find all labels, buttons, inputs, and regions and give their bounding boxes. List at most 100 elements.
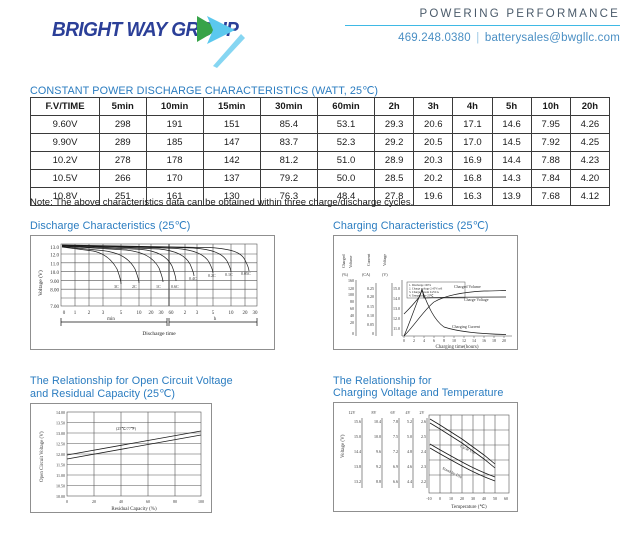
phone-number[interactable]: 469.248.0380 (398, 32, 471, 44)
table-row: 10.8V 251 161 130 76.3 48.4 27.8 19.6 16… (30, 187, 611, 206)
charging-legend-box (406, 281, 466, 299)
svg-text:10.0: 10.0 (374, 434, 381, 439)
svg-text:0.05C: 0.05C (241, 271, 251, 276)
cell: 51.0 (316, 151, 376, 170)
svg-text:8: 8 (443, 338, 445, 343)
cell: 191 (145, 115, 204, 134)
svg-text:20: 20 (149, 311, 155, 316)
cell: 4.26 (569, 115, 611, 134)
charging-x-axis-label: Charging time(hours) (435, 345, 478, 349)
cell: 161 (145, 187, 204, 206)
svg-text:12V: 12V (349, 410, 356, 415)
svg-text:12: 12 (462, 338, 466, 343)
col-5min: 5min (99, 97, 147, 116)
temp-chart-box: 12V 8V 6V 4V 2V 15.6 15.0 14.4 13.8 13.2 10.4… (333, 402, 518, 512)
svg-text:2.4: 2.4 (421, 449, 426, 454)
svg-text:20: 20 (502, 338, 506, 343)
svg-text:0: 0 (352, 331, 354, 336)
svg-text:0.6C: 0.6C (171, 284, 179, 289)
cell: 4.23 (569, 151, 611, 170)
svg-text:30: 30 (159, 311, 165, 316)
svg-text:10: 10 (229, 311, 235, 316)
email-address[interactable]: batterysales@bwgllc.com (484, 32, 620, 44)
ocv-y-ticks: 14.00 13.50 13.00 12.50 12.00 11.50 11.00 10… (56, 410, 65, 499)
charging-voltage-curve (403, 288, 507, 315)
cell: 29.2 (374, 133, 415, 152)
cell: 20.3 (413, 151, 454, 170)
col-15min: 15min (202, 97, 261, 116)
svg-text:Cycle Use: Cycle Use (460, 443, 477, 455)
cell: 4.12 (569, 187, 611, 206)
svg-text:Charged: Charged (341, 255, 346, 268)
discharge-chart-title: Discharge Characteristics (25℃) (30, 220, 191, 232)
charging-axis2-ticks: 0.25 0.20 0.15 0.10 0.05 0 (367, 286, 374, 336)
svg-text:12.0: 12.0 (393, 316, 400, 321)
svg-text:2. Charge voltage 2.45V/cell: 2. Charge voltage 2.45V/cell (409, 287, 442, 291)
svg-text:14.0: 14.0 (393, 296, 400, 301)
svg-text:Charged Volume: Charged Volume (454, 284, 481, 289)
charging-legend-text: 1. Discharge 100% 2. Charge voltage 2.45… (409, 283, 442, 298)
discharge-x-axis-label: Discharge time (142, 331, 176, 337)
ocv-chart-panel: The Relationship for Open Circuit Voltag… (30, 375, 233, 513)
discharge-curves (61, 244, 250, 285)
table-row: 9.60V 298 191 151 85.4 53.1 29.3 20.6 17… (30, 115, 611, 134)
charging-x-ticks: 0 2 4 6 8 10 12 14 16 18 20 (403, 338, 506, 343)
svg-text:8.00: 8.00 (50, 289, 59, 294)
cell: 10.5V (30, 169, 100, 188)
svg-text:2.6: 2.6 (421, 419, 426, 424)
svg-text:10.0: 10.0 (50, 271, 59, 276)
temp-scale-headers: 12V 8V 6V 4V 2V (349, 410, 425, 415)
cell: 278 (99, 151, 147, 170)
discharge-chart-panel: Discharge Characteristics (25℃) (30, 219, 275, 350)
cell: 130 (202, 187, 261, 206)
svg-text:(%): (%) (342, 272, 349, 277)
svg-text:11.00: 11.00 (56, 473, 65, 478)
charging-chart-panel: Charging Characteristics (25℃) Charged V… (333, 219, 518, 350)
cell: 14.4 (491, 151, 532, 170)
svg-text:1C: 1C (156, 284, 161, 289)
cell: 147 (202, 133, 261, 152)
svg-text:Current: Current (366, 253, 371, 266)
cell: 20.6 (413, 115, 454, 134)
table-row: 9.90V 289 185 147 83.7 52.3 29.2 20.5 17… (30, 133, 611, 152)
svg-text:8.8: 8.8 (376, 479, 381, 484)
cell: 28.9 (374, 151, 415, 170)
svg-text:13.00: 13.00 (56, 431, 65, 436)
svg-text:(CA): (CA) (362, 272, 371, 277)
svg-text:Stand by Use: Stand by Use (442, 465, 464, 479)
temp-scale-4v: 5.2 5.0 4.8 4.6 4.4 (407, 419, 412, 484)
charging-axis-names: Charged Volume Current Voltage (%) (CA) … (341, 253, 388, 277)
svg-text:50: 50 (493, 496, 497, 501)
cell: 20.5 (413, 133, 454, 152)
cell: 170 (145, 169, 204, 188)
ocv-chart-svg: 14.00 13.50 13.00 12.50 12.00 11.50 11.00 10… (40, 410, 204, 512)
svg-text:0.4C: 0.4C (189, 276, 197, 281)
svg-text:10.50: 10.50 (56, 484, 65, 489)
temp-scale-axes (361, 418, 428, 488)
ocv-annotation: (25℃/77℉) (116, 426, 137, 431)
discharge-chart-box: 13.0 12.0 11.0 10.0 9.00 8.00 7.00 0 1 2 3 5 1… (30, 235, 275, 350)
cell: 48.4 (316, 187, 376, 206)
col-10min: 10min (145, 97, 204, 116)
cell: 142 (202, 151, 261, 170)
svg-text:20: 20 (460, 496, 464, 501)
cell: 17.0 (452, 133, 493, 152)
svg-text:4V: 4V (406, 410, 411, 415)
ocv-x-axis-label: Residual Capacity (%) (111, 507, 157, 512)
cell: 85.4 (259, 115, 318, 134)
cell: 9.60V (30, 115, 100, 134)
svg-text:3C: 3C (114, 284, 119, 289)
charging-axis3-ticks: 15.0 14.0 13.0 12.0 11.0 (393, 286, 400, 331)
charged-volume-curve (403, 290, 507, 337)
svg-text:-10: -10 (426, 496, 431, 501)
table-row: 10.2V 278 178 142 81.2 51.0 28.9 20.3 16… (30, 151, 611, 170)
svg-text:7.8: 7.8 (393, 419, 398, 424)
svg-text:13.0: 13.0 (393, 306, 400, 311)
svg-text:4: 4 (423, 338, 425, 343)
discharge-y-axis-label: Voltage (V) (37, 270, 44, 296)
cell: 14.5 (491, 133, 532, 152)
svg-text:11.0: 11.0 (393, 326, 400, 331)
contact-separator: | (476, 32, 480, 44)
svg-text:0.20: 0.20 (367, 294, 374, 299)
svg-text:(V): (V) (382, 272, 388, 277)
